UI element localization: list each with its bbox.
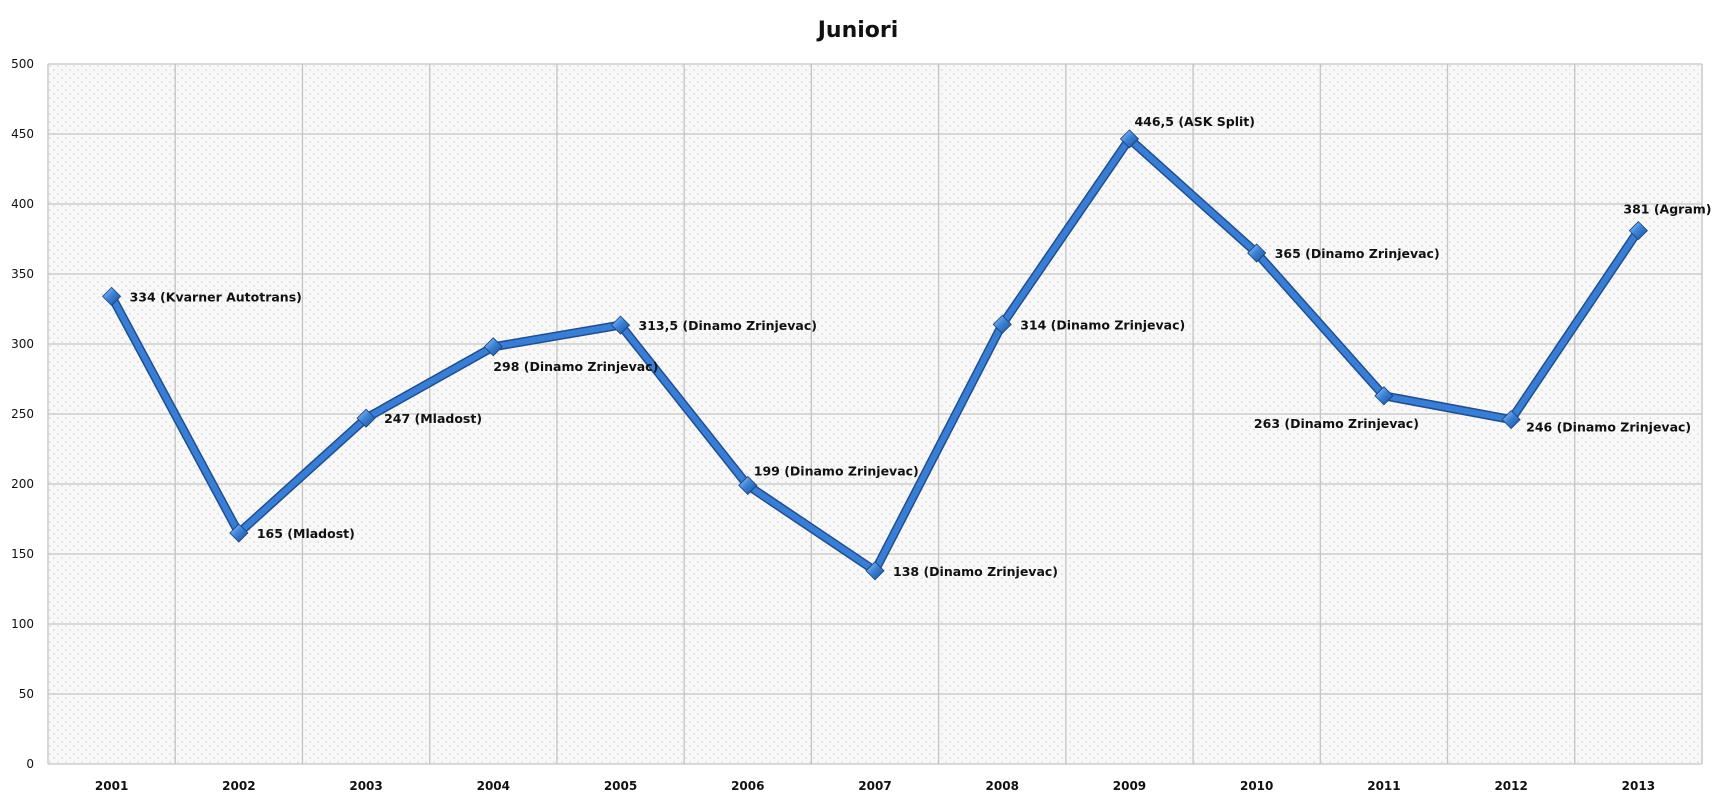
- x-tick-label: 2008: [986, 779, 1019, 793]
- x-tick-label: 2013: [1622, 779, 1655, 793]
- x-tick-label: 2006: [731, 779, 764, 793]
- data-label: 138 (Dinamo Zrinjevac): [893, 564, 1058, 579]
- x-axis-tick-labels: 2001 2002 2003 2004 2005 2006 2007 2008 2009 2010…: [95, 779, 1655, 793]
- x-tick-label: 2007: [858, 779, 891, 793]
- y-tick-label: 250: [11, 407, 34, 421]
- y-axis-tick-labels: 0 50 100 150 200 250 300 350 400 450 500: [11, 57, 34, 771]
- data-label: 165 (Mladost): [257, 526, 355, 541]
- data-label: 365 (Dinamo Zrinjevac): [1275, 246, 1440, 261]
- x-tick-label: 2002: [222, 779, 255, 793]
- y-tick-label: 450: [11, 127, 34, 141]
- y-tick-label: 50: [19, 687, 34, 701]
- data-label: 314 (Dinamo Zrinjevac): [1020, 317, 1185, 332]
- data-point-marker: [1374, 386, 1394, 406]
- x-tick-label: 2010: [1240, 779, 1273, 793]
- x-tick-label: 2005: [604, 779, 637, 793]
- data-label: 298 (Dinamo Zrinjevac): [493, 359, 658, 374]
- y-tick-label: 0: [26, 757, 34, 771]
- data-point-marker: [1501, 410, 1521, 430]
- data-point-marker: [610, 315, 631, 335]
- data-point-marker: [1247, 243, 1267, 263]
- data-point-marker: [1628, 221, 1648, 241]
- y-tick-label: 150: [11, 547, 34, 561]
- data-point-marker: [1119, 129, 1140, 149]
- data-point-marker: [992, 314, 1012, 334]
- x-tick-label: 2003: [349, 779, 382, 793]
- x-tick-label: 2012: [1494, 779, 1527, 793]
- data-point-marker: [865, 561, 885, 581]
- data-point-marker: [102, 286, 122, 306]
- y-tick-label: 500: [11, 57, 34, 71]
- data-label: 313,5 (Dinamo Zrinjevac): [639, 318, 817, 333]
- y-tick-label: 400: [11, 197, 34, 211]
- x-tick-label: 2009: [1113, 779, 1146, 793]
- data-label: 381 (Agram): [1623, 202, 1711, 217]
- data-labels: 334 (Kvarner Autotrans) 165 (Mladost) 247 …: [130, 114, 1712, 579]
- data-label: 246 (Dinamo Zrinjevac): [1526, 420, 1691, 435]
- y-tick-label: 300: [11, 337, 34, 351]
- y-tick-label: 350: [11, 267, 34, 281]
- data-point-marker: [483, 337, 503, 357]
- y-tick-label: 200: [11, 477, 34, 491]
- x-tick-label: 2001: [95, 779, 128, 793]
- x-tick-label: 2011: [1367, 779, 1400, 793]
- data-point-marker: [738, 475, 758, 495]
- y-tick-label: 100: [11, 617, 34, 631]
- gridlines: [47, 63, 1703, 765]
- data-point-marker: [356, 408, 376, 428]
- data-label: 446,5 (ASK Split): [1134, 114, 1255, 129]
- x-tick-label: 2004: [477, 779, 510, 793]
- chart-title: Juniori: [816, 18, 899, 43]
- data-label: 263 (Dinamo Zrinjevac): [1254, 416, 1419, 431]
- data-label: 199 (Dinamo Zrinjevac): [754, 463, 919, 478]
- data-label: 247 (Mladost): [384, 411, 482, 426]
- data-point-markers: [102, 129, 1648, 581]
- data-label: 334 (Kvarner Autotrans): [130, 289, 302, 304]
- data-point-marker: [229, 523, 249, 543]
